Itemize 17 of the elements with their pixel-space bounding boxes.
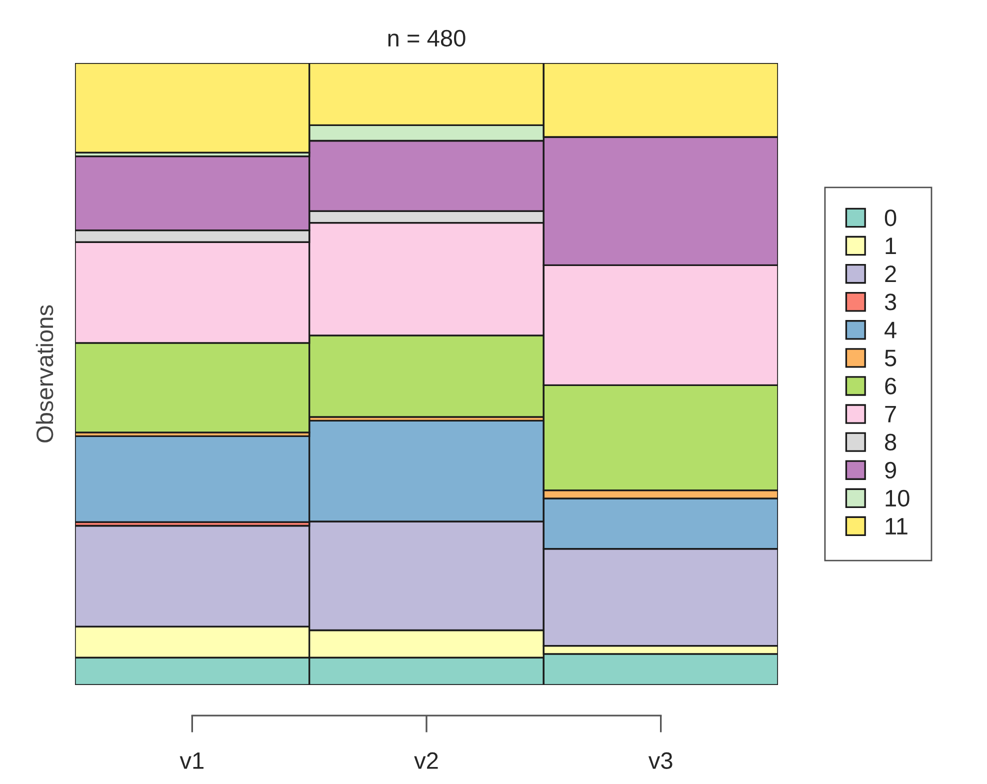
y-axis-title: Observations [36, 305, 54, 442]
legend-label: 2 [885, 266, 896, 282]
legend-label: 8 [885, 434, 896, 450]
legend-label: 3 [884, 294, 896, 310]
legend-label: 4 [884, 322, 896, 338]
legend-label: 0 [884, 209, 896, 226]
x-tick-label: v3 [648, 752, 672, 770]
legend-label: 5 [884, 350, 896, 366]
legend-label: 1 [886, 238, 896, 254]
chart-title: n = 480 [388, 30, 466, 47]
legend-label: 11 [886, 518, 908, 534]
x-tick-label: v2 [414, 752, 438, 769]
legend-label: 6 [885, 378, 896, 394]
legend-label: 9 [885, 462, 896, 479]
legend-label: 7 [885, 406, 896, 422]
legend-label: 10 [886, 490, 910, 507]
x-tick-label: v1 [180, 752, 204, 769]
